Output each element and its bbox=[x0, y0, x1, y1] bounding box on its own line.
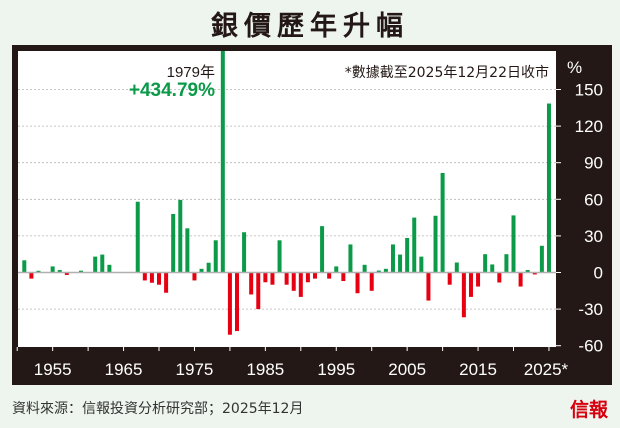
bar-2021 bbox=[518, 272, 523, 287]
bar-1962 bbox=[100, 254, 105, 273]
y-tick-label: 0 bbox=[594, 264, 603, 283]
bar-1991 bbox=[305, 272, 310, 283]
bar-1975 bbox=[192, 272, 197, 281]
bar-1998 bbox=[355, 272, 360, 294]
bar-1995 bbox=[334, 266, 339, 273]
x-tick-label: 1985 bbox=[246, 360, 284, 379]
bar-1955 bbox=[50, 266, 55, 273]
bar-1951 bbox=[22, 260, 27, 273]
bar-2014 bbox=[468, 272, 473, 297]
bar-1976 bbox=[199, 268, 204, 273]
bar-1997 bbox=[348, 244, 353, 273]
y-tick-label: 30 bbox=[584, 227, 603, 246]
bar-1961 bbox=[93, 256, 98, 273]
bar-1972 bbox=[171, 213, 176, 273]
y-tick-label: 150 bbox=[575, 81, 603, 100]
y-tick-label: 120 bbox=[575, 117, 603, 136]
bar-1963 bbox=[107, 264, 112, 273]
bar-1992 bbox=[312, 272, 317, 279]
x-tick-label: 1955 bbox=[34, 360, 72, 379]
bar-1974 bbox=[185, 228, 190, 273]
bar-2025 bbox=[546, 103, 551, 273]
bar-2010 bbox=[440, 172, 445, 273]
x-tick-label: 1965 bbox=[105, 360, 143, 379]
bar-1981 bbox=[235, 272, 239, 332]
bar-1957 bbox=[64, 272, 69, 275]
bar-1953 bbox=[36, 270, 41, 273]
y-tick-label: 60 bbox=[584, 190, 603, 209]
bar-1970 bbox=[157, 272, 162, 285]
bar-1986 bbox=[270, 272, 275, 285]
bar-1980 bbox=[227, 272, 232, 335]
bar-1959 bbox=[79, 270, 84, 273]
chart-title: 銀價歷年升幅 bbox=[211, 11, 409, 42]
bar-1993 bbox=[320, 226, 325, 273]
bar-2020 bbox=[511, 215, 516, 273]
bar-1988 bbox=[284, 272, 289, 285]
bar-1984 bbox=[256, 272, 261, 310]
x-tick-label: 2005 bbox=[388, 360, 426, 379]
bar-2012 bbox=[454, 262, 459, 273]
annotation-year: 1979年 bbox=[167, 64, 215, 81]
bar-2013 bbox=[461, 272, 466, 318]
source-note: 資料來源：信報投資分析研究部；2025年12月 bbox=[12, 401, 304, 417]
bar-2008 bbox=[426, 272, 431, 301]
bar-1987 bbox=[277, 240, 282, 273]
bar-1956 bbox=[57, 270, 62, 273]
bar-1983 bbox=[249, 272, 254, 295]
bar-1994 bbox=[327, 272, 332, 279]
bar-2022 bbox=[525, 270, 530, 273]
bar-1977 bbox=[206, 262, 211, 273]
bar-2005 bbox=[405, 237, 410, 273]
bar-1969 bbox=[149, 272, 154, 283]
y-axis-unit: % bbox=[567, 58, 582, 77]
x-tick-label: 2025* bbox=[524, 360, 569, 379]
publisher-logo: 信報 bbox=[569, 399, 608, 421]
bar-1999 bbox=[362, 264, 367, 273]
bar-2002 bbox=[383, 268, 388, 273]
bar-2018 bbox=[497, 272, 502, 283]
bar-2001 bbox=[376, 270, 381, 273]
data-cutoff-note: *數據截至2025年12月22日收市 bbox=[345, 64, 549, 81]
bar-2003 bbox=[390, 244, 395, 273]
bar-1990 bbox=[298, 272, 303, 297]
bar-2006 bbox=[412, 217, 417, 273]
bar-1973 bbox=[178, 199, 183, 273]
bar-2024 bbox=[539, 245, 544, 273]
bar-2017 bbox=[490, 264, 495, 273]
bar-1989 bbox=[291, 272, 296, 291]
y-tick-label: 90 bbox=[584, 154, 603, 173]
y-tick-label: -60 bbox=[578, 337, 603, 356]
x-tick-label: 2015 bbox=[459, 360, 497, 379]
bar-1979 bbox=[220, 51, 225, 273]
bar-2009 bbox=[433, 215, 438, 273]
bar-2023 bbox=[532, 272, 537, 275]
bar-2015 bbox=[476, 272, 481, 287]
bar-2016 bbox=[483, 254, 488, 273]
annotation-value: +434.79% bbox=[129, 80, 215, 101]
y-tick-label: -30 bbox=[578, 300, 603, 319]
bar-2007 bbox=[419, 256, 424, 273]
bar-1985 bbox=[263, 272, 268, 283]
bar-1968 bbox=[142, 272, 147, 281]
bar-2000 bbox=[369, 272, 374, 291]
bar-1978 bbox=[213, 240, 218, 273]
bar-2019 bbox=[504, 254, 509, 273]
x-tick-label: 1995 bbox=[317, 360, 355, 379]
bar-1996 bbox=[341, 272, 346, 282]
bar-1971 bbox=[164, 272, 169, 293]
x-tick-label: 1975 bbox=[176, 360, 214, 379]
bar-1982 bbox=[242, 232, 247, 273]
bar-2004 bbox=[398, 254, 403, 273]
bar-1967 bbox=[135, 201, 140, 273]
bar-2011 bbox=[447, 272, 452, 285]
bar-1952 bbox=[29, 272, 34, 279]
